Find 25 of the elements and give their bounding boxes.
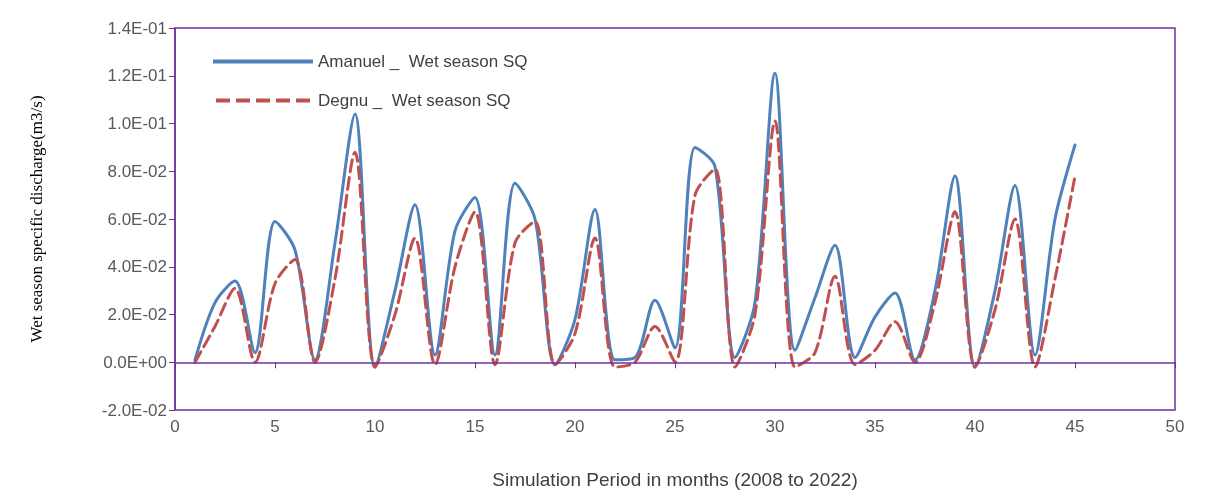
x-tick-label: 30 [765,417,785,436]
y-tick-label: 6.0E-02 [107,209,167,229]
x-tick-label: 25 [665,417,685,436]
y-tick-label: 8.0E-02 [107,161,167,181]
legend-label: Degnu _ Wet season SQ [318,91,511,110]
x-tick-label: 40 [965,417,985,436]
y-axis-title: Wet season specific discharge(m3/s) [27,95,46,343]
y-tick-label: 1.4E-01 [107,18,167,38]
x-tick-label: 5 [270,417,280,436]
y-tick-label: 2.0E-02 [107,305,167,324]
line-series [193,119,1077,369]
x-tick-label: 20 [565,417,585,436]
legend-label: Amanuel _ Wet season SQ [318,52,528,71]
x-tick-label: 50 [1165,417,1185,436]
x-tick-label: 45 [1065,417,1085,436]
y-tick-label: 0.0E+00 [103,352,167,372]
y-tick-label: -2.0E-02 [101,400,167,420]
y-tick-label: 1.2E-01 [107,66,167,86]
x-tick-label: 0 [170,417,180,436]
x-tick-label: 15 [465,417,485,436]
x-axis-title: Simulation Period in months (2008 to 2022) [492,469,858,490]
x-tick-label: 35 [865,417,885,436]
x-tick-label: 10 [365,417,385,436]
y-tick-label: 1.0E-01 [107,114,167,133]
y-tick-label: 4.0E-02 [107,257,167,277]
